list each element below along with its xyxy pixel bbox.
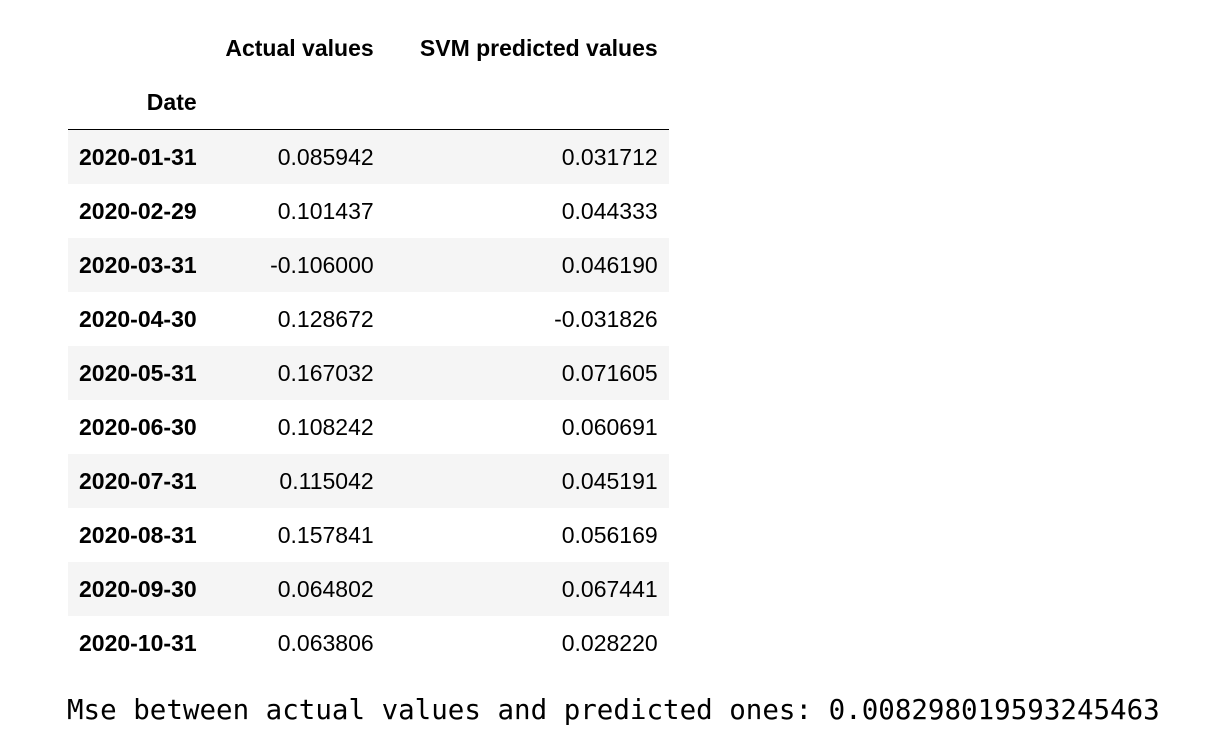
index-name-header: Date [68, 75, 208, 130]
row-date-cell: 2020-04-30 [79, 306, 197, 332]
row-date-cell: 2020-08-31 [79, 522, 197, 548]
svm-predicted-value-cell: 0.071605 [561, 360, 658, 386]
table-row: 2020-05-31 0.167032 0.071605 [68, 346, 669, 400]
row-date-cell: 2020-02-29 [79, 198, 197, 224]
svm-predicted-value-cell: 0.044333 [561, 198, 658, 224]
table-row: 2020-07-31 0.115042 0.045191 [68, 454, 669, 508]
row-date-cell: 2020-05-31 [79, 360, 197, 386]
svm-predicted-value-cell: 0.060691 [561, 414, 658, 440]
row-date-cell: 2020-07-31 [79, 468, 197, 494]
actual-value-cell: 0.085942 [277, 144, 374, 170]
table-row: 2020-06-30 0.108242 0.060691 [68, 400, 669, 454]
table-row: 2020-02-29 0.101437 0.044333 [68, 184, 669, 238]
row-date-cell: 2020-09-30 [79, 576, 197, 602]
actual-value-cell: 0.128672 [277, 306, 374, 332]
actual-value-cell: 0.063806 [277, 630, 374, 656]
column-header-svm: SVM predicted values [419, 35, 658, 61]
table-row: 2020-08-31 0.157841 0.056169 [68, 508, 669, 562]
svm-predicted-value-cell: 0.028220 [561, 630, 658, 656]
actual-value-cell: 0.101437 [277, 198, 374, 224]
actual-value-cell: -0.106000 [270, 252, 374, 278]
index-name-row: Date [68, 75, 669, 130]
table-row: 2020-01-31 0.085942 0.031712 [68, 129, 669, 184]
table-body: 2020-01-31 0.085942 0.031712 2020-02-29 0.10… [68, 129, 669, 670]
row-date-cell: 2020-06-30 [79, 414, 197, 440]
svm-predicted-value-cell: 0.056169 [561, 522, 658, 548]
index-name-spacer [384, 75, 669, 130]
index-corner-cell [68, 21, 208, 75]
actual-value-cell: 0.167032 [277, 360, 374, 386]
svm-predicted-value-cell: -0.031826 [554, 306, 658, 332]
row-date-cell: 2020-01-31 [79, 144, 197, 170]
mse-output-text: Mse between actual values and predicted … [67, 694, 1160, 726]
actual-value-cell: 0.157841 [277, 522, 374, 548]
svm-predicted-value-cell: 0.045191 [561, 468, 658, 494]
table-row: 2020-09-30 0.064802 0.067441 [68, 562, 669, 616]
svm-predicted-value-cell: 0.031712 [561, 144, 658, 170]
column-header-actual: Actual values [225, 35, 374, 61]
row-date-cell: 2020-10-31 [79, 630, 197, 656]
svm-predicted-value-cell: 0.067441 [561, 576, 658, 602]
actual-value-cell: 0.108242 [277, 414, 374, 440]
table-row: 2020-03-31 -0.106000 0.046190 [68, 238, 669, 292]
actual-value-cell: 0.115042 [279, 468, 374, 494]
dataframe-output: Actual values SVM predicted values Date … [68, 21, 669, 670]
actual-value-cell: 0.064802 [277, 576, 374, 602]
index-name-spacer [207, 75, 385, 130]
row-date-cell: 2020-03-31 [79, 252, 197, 278]
column-header-row: Actual values SVM predicted values [68, 21, 669, 75]
dataframe-table: Actual values SVM predicted values Date … [68, 21, 669, 670]
svm-predicted-value-cell: 0.046190 [561, 252, 658, 278]
table-row: 2020-10-31 0.063806 0.028220 [68, 616, 669, 670]
table-row: 2020-04-30 0.128672 -0.031826 [68, 292, 669, 346]
